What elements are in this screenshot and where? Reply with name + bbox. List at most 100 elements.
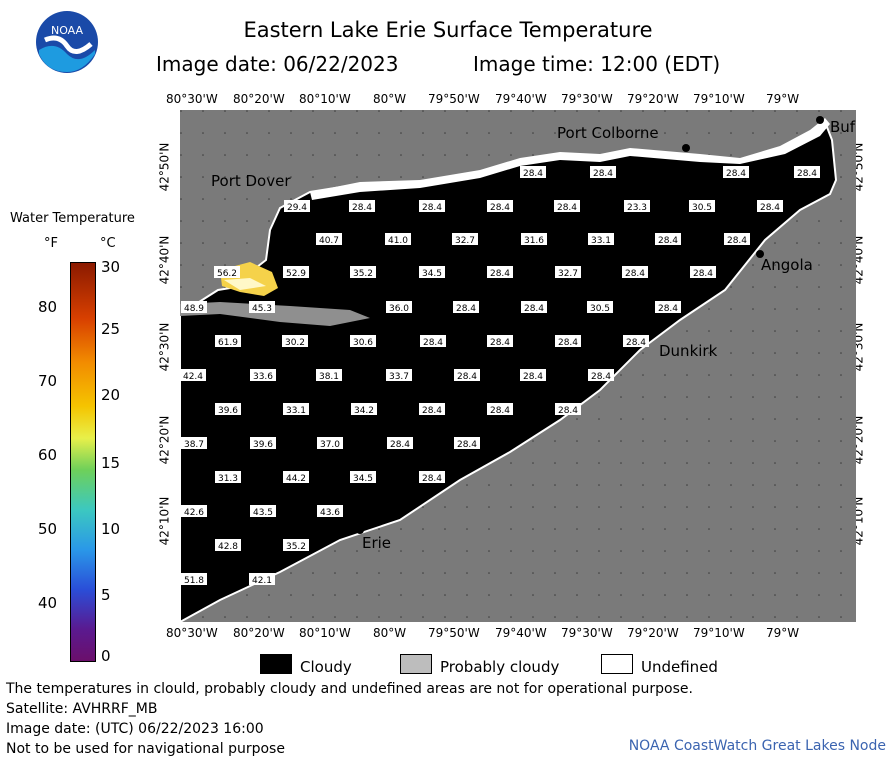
temp-label-box — [215, 403, 241, 415]
temp-label-box — [655, 233, 681, 245]
temp-label-box — [487, 403, 513, 415]
lat-label: 42°20'N — [157, 415, 172, 465]
temp-label-box — [690, 266, 716, 278]
temp-label-box — [453, 301, 479, 313]
lon-label: 79°30'W — [561, 92, 613, 106]
temp-label-box — [180, 369, 206, 381]
temp-label: 28.4 — [422, 474, 442, 484]
temp-label: 35.2 — [353, 269, 373, 279]
temp-label: 28.4 — [422, 203, 442, 213]
lon-label: 79°10'W — [693, 92, 745, 106]
temp-label-box — [487, 200, 513, 212]
temp-label-box — [487, 266, 513, 278]
temp-label: 30.2 — [285, 338, 305, 348]
temp-label: 31.6 — [524, 236, 544, 246]
buffalo-dot — [816, 116, 824, 124]
lon-label: 79°20'W — [627, 626, 679, 640]
temp-label: 34.5 — [353, 474, 373, 484]
temp-label-box — [622, 266, 648, 278]
temp-label-box — [250, 505, 276, 517]
lat-label: 42°50'N — [157, 142, 172, 192]
temp-label-box — [282, 335, 308, 347]
temp-label: 28.4 — [422, 406, 442, 416]
temp-label-box — [655, 301, 681, 313]
temp-label-box — [350, 471, 376, 483]
temp-label-box — [723, 166, 749, 178]
temp-label: 28.4 — [457, 440, 477, 450]
temp-label: 28.4 — [726, 169, 746, 179]
temp-label: 28.4 — [658, 304, 678, 314]
temp-label: 56.2 — [217, 269, 237, 279]
temp-label-box — [283, 266, 309, 278]
temp-label: 42.6 — [184, 508, 204, 518]
temp-label: 28.4 — [457, 372, 477, 382]
temp-label-box — [215, 539, 241, 551]
temp-label: 29.4 — [287, 203, 307, 213]
temp-label: 28.4 — [591, 372, 611, 382]
temp-label-box — [283, 403, 309, 415]
lon-label: 79°50'W — [428, 92, 480, 106]
temp-label-box — [487, 335, 513, 347]
temp-label: 28.4 — [524, 304, 544, 314]
lon-labels-bottom: 80°30'W 80°20'W 80°10'W 80°W 79°50'W 79°… — [0, 626, 896, 642]
temp-label-box — [555, 403, 581, 415]
temp-label-box — [588, 369, 614, 381]
lake-map: Port Colborne Port Dover Angola Dunkirk … — [180, 110, 856, 622]
temp-label: 28.4 — [760, 203, 780, 213]
key-cloudy-label: Cloudy — [300, 658, 352, 676]
lon-label: 79°10'W — [693, 626, 745, 640]
temp-label-box — [452, 233, 478, 245]
place-dunkirk: Dunkirk — [659, 342, 718, 360]
temp-label: 28.4 — [557, 203, 577, 213]
angola-dot — [756, 250, 764, 258]
c-tick: 20 — [101, 386, 121, 404]
temp-label: 32.7 — [558, 269, 578, 279]
temp-label: 36.0 — [389, 304, 409, 314]
temp-label: 23.3 — [627, 203, 647, 213]
unit-f: °F — [44, 236, 58, 251]
footer: The temperatures in clould, probably clo… — [6, 679, 693, 759]
temp-label: 28.4 — [423, 338, 443, 348]
temp-label-box — [588, 233, 614, 245]
temp-label-box — [689, 200, 715, 212]
temp-label-box — [520, 166, 546, 178]
temp-label-box — [555, 335, 581, 347]
warm-water-edge — [224, 278, 266, 290]
temp-label-box — [724, 233, 750, 245]
page-title: Eastern Lake Erie Surface Temperature — [243, 18, 653, 42]
temp-label: 28.4 — [490, 269, 510, 279]
temp-label: 32.7 — [455, 236, 475, 246]
temp-label-box — [316, 233, 342, 245]
temp-label-box — [249, 573, 275, 585]
temp-label-box — [757, 200, 783, 212]
temp-label-box — [350, 335, 376, 347]
image-time: Image time: 12:00 (EDT) — [473, 52, 721, 76]
temp-label: 42.1 — [252, 576, 272, 586]
lon-labels-top: 80°30'W 80°20'W 80°10'W 80°W 79°50'W 79°… — [0, 92, 896, 108]
lon-label: 79°40'W — [495, 92, 547, 106]
temp-label-box — [351, 403, 377, 415]
temp-label: 28.4 — [797, 169, 817, 179]
temp-label: 28.4 — [693, 269, 713, 279]
temp-label-box — [520, 369, 546, 381]
lon-label: 80°30'W — [166, 626, 218, 640]
temp-label-box — [284, 200, 310, 212]
c-tick: 15 — [101, 454, 121, 472]
temp-label-box — [181, 505, 207, 517]
temp-label-box — [181, 437, 207, 449]
temp-label-box — [349, 200, 375, 212]
temp-label: 42.4 — [183, 372, 203, 382]
temp-label: 48.9 — [184, 304, 204, 314]
temp-label: 31.3 — [218, 474, 238, 484]
temp-label-box — [624, 200, 650, 212]
temp-label-box — [215, 335, 241, 347]
f-tick: 40 — [38, 594, 58, 612]
temp-label: 52.9 — [286, 269, 306, 279]
nav-warning: Not to be used for navigational purpose — [6, 741, 285, 757]
temp-label-box — [283, 471, 309, 483]
temp-label-box — [587, 301, 613, 313]
temp-label: 39.6 — [253, 440, 273, 450]
temp-label: 45.3 — [252, 304, 272, 314]
key-probably-cloudy-label: Probably cloudy — [440, 658, 560, 676]
temp-label-box — [623, 335, 649, 347]
